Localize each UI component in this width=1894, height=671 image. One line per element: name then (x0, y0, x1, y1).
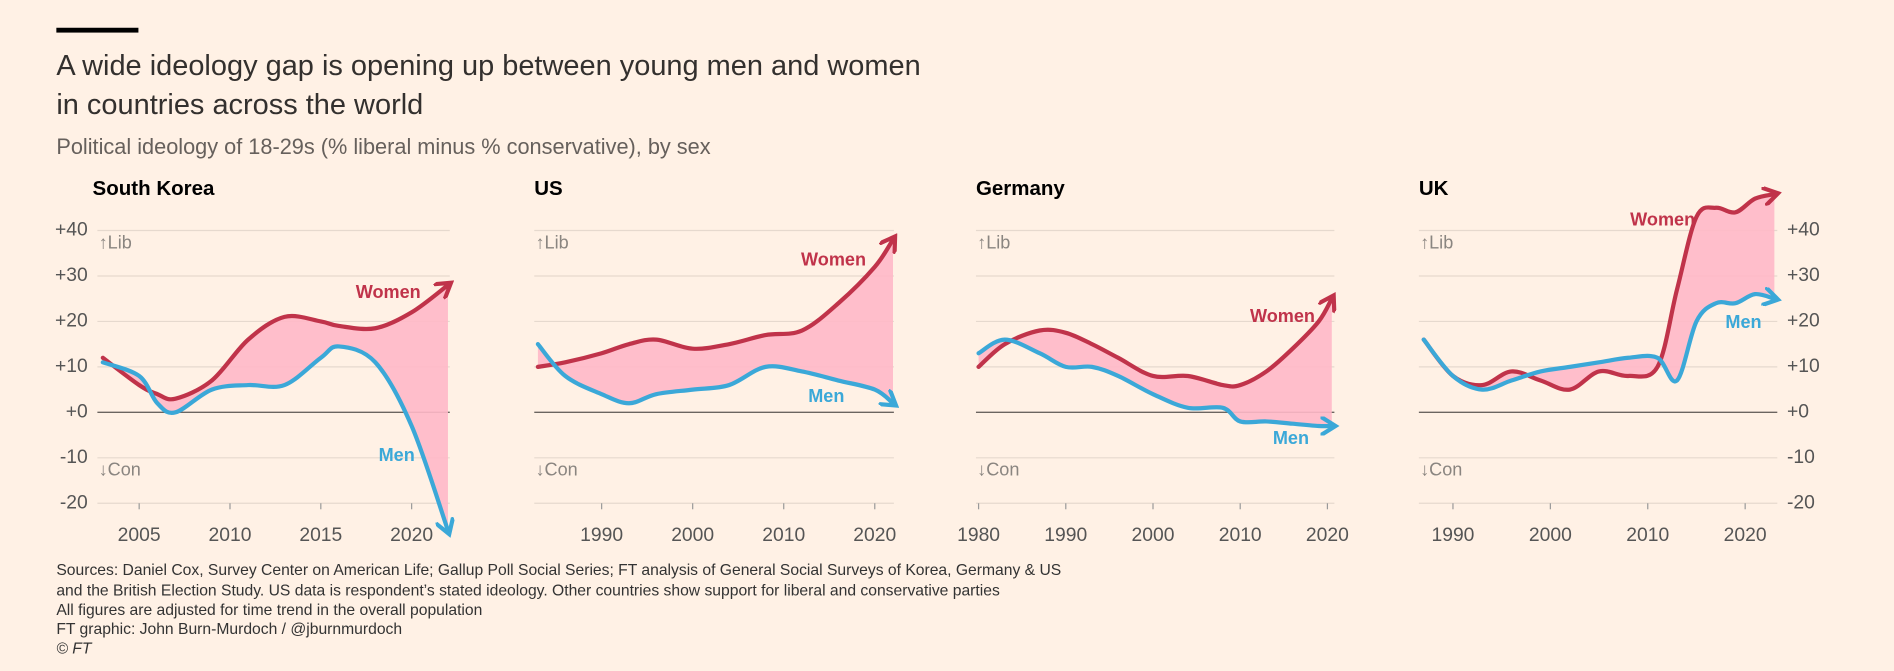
series-label: Women (1630, 210, 1695, 230)
series-line (100, 285, 448, 402)
y-tick-label: +10 (55, 356, 88, 377)
gap-area (102, 285, 448, 531)
x-tick-label: 2000 (671, 525, 714, 546)
x-tick-label: 1990 (1044, 525, 1087, 546)
x-tick-label: 2010 (209, 525, 252, 546)
x-tick-label: 2020 (1306, 525, 1349, 546)
series-line (1421, 294, 1775, 392)
x-tick-label: 1980 (957, 525, 1000, 546)
x-tick-label: 1990 (1431, 525, 1474, 546)
source-line: © FT (56, 640, 92, 657)
source-line: All figures are adjusted for time trend … (56, 602, 482, 619)
title-line: A wide ideology gap is opening up betwee… (56, 50, 920, 82)
y-tick-label: -20 (1787, 492, 1815, 513)
y-tick-label: -20 (60, 492, 88, 513)
y-tick-label: +20 (1787, 311, 1820, 332)
x-tick-label: 2010 (1219, 525, 1262, 546)
y-tick-label: +0 (66, 401, 88, 422)
source-line: Sources: Daniel Cox, Survey Center on Am… (56, 562, 1061, 579)
x-tick-label: 2015 (299, 525, 342, 546)
x-tick-label: 1990 (580, 525, 623, 546)
series-label: Men (1725, 312, 1761, 332)
source-line: and the British Election Study. US data … (56, 582, 1000, 599)
series-label: Women (801, 249, 866, 269)
series-label: Women (1250, 306, 1315, 326)
y-tick-label: +20 (55, 311, 88, 332)
series-line (100, 344, 448, 530)
y-tick-label: +30 (1787, 265, 1820, 286)
annotation: ↓Con (535, 459, 577, 479)
source-line: FT graphic: John Burn-Murdoch / @jburnmu… (56, 621, 402, 638)
series-label: Men (808, 386, 844, 406)
y-tick-label: -10 (1787, 447, 1815, 468)
y-tick-label: +0 (1787, 401, 1809, 422)
x-tick-label: 2000 (1529, 525, 1572, 546)
panel-title: UK (1419, 177, 1449, 200)
annotation: ↓Con (1420, 459, 1462, 479)
x-tick-label: 2000 (1132, 525, 1175, 546)
series-line (976, 299, 1332, 389)
annotation: ↑Lib (977, 233, 1010, 253)
title-bar (56, 27, 139, 33)
series-line (976, 337, 1332, 427)
y-tick-label: +40 (1787, 220, 1820, 241)
series-line (535, 240, 893, 369)
series-label: Men (1273, 428, 1309, 448)
x-tick-label: 2005 (118, 525, 161, 546)
panel-title: Germany (976, 177, 1065, 200)
series-label: Men (379, 445, 415, 465)
y-tick-label: +30 (55, 265, 88, 286)
panel-title: US (534, 177, 562, 200)
x-tick-label: 2020 (1724, 525, 1767, 546)
y-tick-label: -10 (60, 447, 88, 468)
annotation: ↑Lib (535, 233, 568, 253)
series-label: Women (356, 282, 421, 302)
annotation: ↓Con (99, 459, 141, 479)
series-line (1421, 194, 1775, 392)
gap-area (978, 298, 1332, 427)
annotation: ↑Lib (99, 233, 132, 253)
annotation: ↑Lib (1420, 233, 1453, 253)
title-line: in countries across the world (56, 89, 423, 121)
x-tick-label: 2020 (390, 525, 433, 546)
series-line (535, 342, 893, 403)
x-tick-label: 2010 (762, 525, 805, 546)
x-tick-label: 2010 (1626, 525, 1669, 546)
gap-area (1423, 194, 1775, 390)
annotation: ↓Con (977, 459, 1019, 479)
gap-area (537, 239, 893, 404)
panel-title: South Korea (93, 177, 215, 200)
x-tick-label: 2020 (853, 525, 896, 546)
subtitle: Political ideology of 18-29s (% liberal … (56, 134, 710, 159)
y-tick-label: +10 (1787, 356, 1820, 377)
y-tick-label: +40 (55, 220, 88, 241)
